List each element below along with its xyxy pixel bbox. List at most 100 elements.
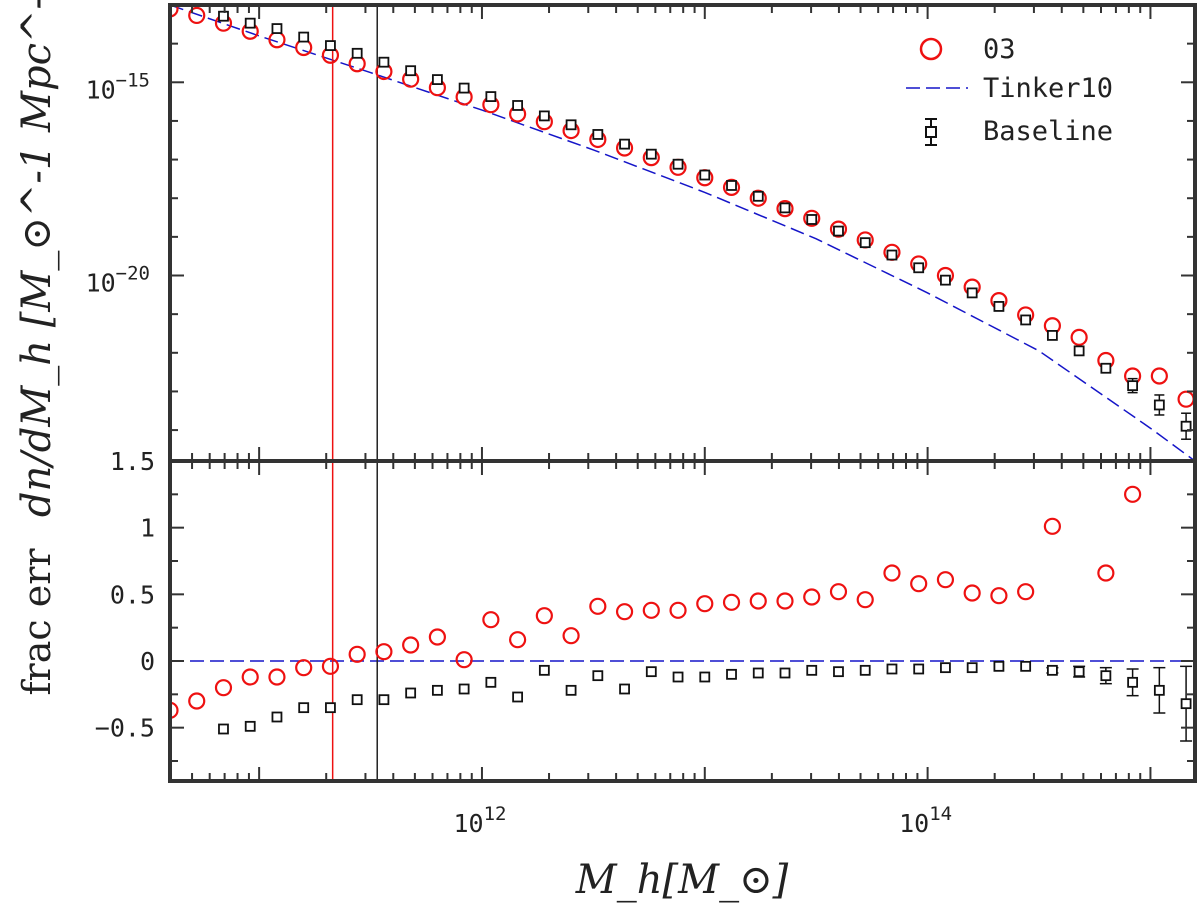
03-point-fracerr [348, 645, 366, 663]
baseline-point-fracerr [1100, 670, 1112, 682]
03-point-fracerr [696, 595, 714, 613]
baseline-point-top [1180, 420, 1192, 432]
baseline-point-fracerr [913, 663, 925, 675]
03-point-fracerr [188, 692, 206, 710]
baseline-point-top [966, 287, 978, 299]
baseline-point-top [538, 110, 550, 122]
baseline-point-fracerr [378, 694, 390, 706]
baseline-point-top [913, 262, 925, 274]
03-point-fracerr [829, 583, 848, 601]
baseline-point-fracerr [940, 662, 951, 674]
x-axis-label: M_h[M_⊙] [575, 857, 789, 903]
03-point-fracerr [669, 601, 687, 619]
baseline-point-fracerr [726, 668, 737, 680]
03-point-top [722, 178, 741, 196]
legend-baseline-marker [925, 126, 937, 138]
baseline-point-fracerr [485, 676, 497, 688]
baseline-point-fracerr [431, 684, 443, 696]
baseline-point-top [325, 40, 336, 51]
baseline-point-fracerr [592, 670, 604, 682]
baseline-point-top [1153, 399, 1165, 411]
bottom-y-tick-label: −0.5 [95, 714, 155, 743]
x-tick-label: 1012 [453, 803, 506, 838]
baseline-point-top [512, 100, 524, 111]
03-point-fracerr [856, 591, 874, 609]
baseline-point-fracerr [672, 671, 684, 683]
baseline-point-top [592, 129, 604, 140]
reference-vertical-lines [331, 5, 378, 781]
baseline-point-top [752, 190, 764, 202]
baseline-point-top [271, 23, 283, 34]
legend-baseline-label: Baseline [983, 116, 1113, 147]
baseline-point-fracerr [993, 660, 1005, 672]
03-point-fracerr [910, 575, 928, 593]
03-point-top [776, 200, 794, 218]
bottom-panel-points [170, 485, 1193, 742]
top-panel-points [170, 5, 1195, 440]
baseline-point-top [1020, 314, 1032, 326]
03-point-fracerr [170, 701, 179, 719]
baseline-point-fracerr [859, 664, 871, 676]
baseline-point-fracerr [1153, 684, 1165, 696]
baseline-point-top [405, 65, 417, 77]
03-point-fracerr [1043, 517, 1061, 535]
03-point-fracerr [749, 592, 767, 610]
baseline-point-top [699, 169, 711, 181]
baseline-point-fracerr [779, 667, 791, 679]
baseline-point-fracerr [244, 720, 256, 732]
baseline-point-top [378, 56, 390, 68]
03-point-fracerr [241, 668, 259, 686]
baseline-point-fracerr [752, 667, 764, 679]
03-point-fracerr [963, 584, 981, 602]
legend-03-label: 03 [983, 34, 1016, 65]
baseline-point-fracerr [538, 664, 550, 676]
baseline-point-top [485, 91, 497, 102]
bottom-y-tick-label: 1.5 [110, 447, 155, 476]
baseline-point-top [993, 301, 1005, 312]
baseline-point-top [806, 214, 818, 225]
bottom-y-tick-label: 1 [140, 514, 155, 543]
03-point-fracerr [1017, 583, 1035, 601]
baseline-point-fracerr [458, 683, 470, 695]
baseline-point-top [351, 47, 363, 59]
legend-tinker10-label: Tinker10 [983, 73, 1113, 104]
baseline-point-top [619, 138, 630, 150]
baseline-point-top [940, 274, 951, 286]
03-point-fracerr [562, 627, 580, 645]
top-y-axis-label: dn/dM_h [M_⊙^-1 Mpc^-3] [14, 0, 60, 517]
baseline-point-fracerr [565, 684, 577, 696]
03-point-fracerr [295, 659, 313, 677]
x-tick-label: 1014 [899, 803, 952, 838]
baseline-point-fracerr [1180, 698, 1192, 710]
baseline-point-fracerr [833, 666, 844, 678]
baseline-point-top [458, 82, 470, 94]
baseline-point-fracerr [351, 694, 363, 706]
baseline-point-top [1127, 380, 1139, 392]
03-point-top [1150, 367, 1168, 385]
baseline-point-fracerr [512, 691, 524, 703]
axis-ticks: 1012 1014 10−15 10−20 1.5 1 0.5 0 −0.5 [86, 4, 1195, 838]
baseline-point-fracerr [806, 664, 818, 676]
legend-03-marker [919, 37, 943, 61]
03-point-fracerr [214, 679, 233, 697]
bottom-panel-frame [168, 459, 1197, 783]
03-point-fracerr [615, 603, 634, 621]
baseline-point-top [645, 148, 657, 160]
baseline-point-top [1046, 330, 1058, 341]
baseline-point-top [726, 180, 737, 191]
bottom-y-tick-label: 0.5 [110, 580, 155, 609]
baseline-point-fracerr [645, 666, 657, 678]
03-point-top [829, 220, 848, 238]
03-point-fracerr [375, 643, 393, 661]
03-point-fracerr [589, 597, 607, 615]
baseline-point-fracerr [1020, 660, 1032, 672]
03-point-top [170, 5, 179, 18]
baseline-point-top [1100, 362, 1112, 374]
baseline-point-top [779, 202, 791, 214]
03-point-fracerr [803, 588, 821, 606]
baseline-point-fracerr [405, 687, 417, 699]
baseline-point-fracerr [1073, 666, 1085, 678]
baseline-point-top [244, 17, 256, 29]
bottom-y-tick-label: 0 [140, 647, 155, 676]
